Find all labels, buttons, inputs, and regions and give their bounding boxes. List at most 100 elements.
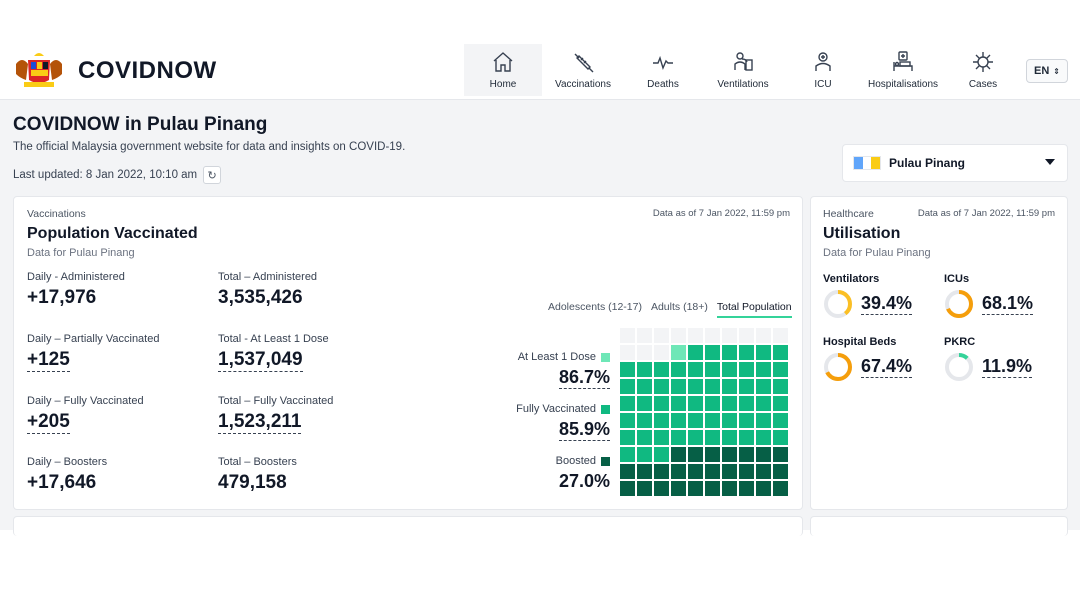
nav-deaths[interactable]: Deaths — [624, 44, 702, 96]
nav-hospitalisations[interactable]: Hospitalisations — [862, 44, 944, 96]
waffle-cell — [671, 328, 686, 343]
waffle-cell — [739, 430, 754, 445]
waffle-cell — [620, 362, 635, 377]
penang-flag-icon — [853, 156, 881, 170]
waffle-cell — [722, 430, 737, 445]
waffle-cell — [654, 362, 669, 377]
waffle-cell — [756, 413, 771, 428]
state-select[interactable]: Pulau Pinang — [842, 144, 1068, 182]
language-select[interactable]: EN ⇕ — [1026, 59, 1068, 83]
stat-value[interactable]: +125 — [27, 349, 70, 372]
waffle-cell — [688, 430, 703, 445]
last-updated: Last updated: 8 Jan 2022, 10:10 am ↻ — [13, 166, 222, 184]
waffle-cell — [637, 345, 652, 360]
stat-label: Total – Boosters — [218, 456, 297, 468]
refresh-icon[interactable]: ↻ — [203, 166, 222, 184]
legend-at-least-1-dose: At Least 1 Dose 86.7% — [518, 351, 610, 389]
page-title: COVIDNOW in Pulau Pinang — [13, 114, 268, 135]
waffle-cell — [620, 447, 635, 462]
waffle-cell — [773, 362, 788, 377]
stat-label: Daily – Fully Vaccinated — [27, 395, 144, 407]
updown-arrows-icon: ⇕ — [1053, 66, 1060, 76]
stat-value[interactable]: +205 — [27, 411, 70, 434]
nav-home[interactable]: Home — [464, 44, 542, 96]
waffle-cell — [620, 396, 635, 411]
stat-daily-administered: Daily - Administered +17,976 — [27, 271, 125, 309]
legend-value: 27.0% — [558, 471, 610, 491]
nav-ventilations[interactable]: Ventilations — [702, 44, 784, 96]
waffle-cell — [722, 396, 737, 411]
waffle-cell — [654, 345, 669, 360]
legend-value[interactable]: 85.9% — [558, 419, 610, 441]
legend-swatch — [601, 456, 610, 466]
next-side-card-placeholder — [810, 516, 1068, 536]
brand-title[interactable]: COVIDNOW — [78, 57, 217, 84]
waffle-cell — [705, 362, 720, 377]
util-label: ICUs — [944, 273, 970, 285]
waffle-cell — [773, 447, 788, 462]
util-value[interactable]: 11.9% — [982, 356, 1033, 378]
nav-label-home: Home — [489, 79, 517, 90]
nav-vaccinations[interactable]: Vaccinations — [542, 44, 624, 96]
util-ventilators: Ventilators 39.4% — [823, 273, 913, 319]
waffle-cell — [739, 396, 754, 411]
waffle-cell — [620, 430, 635, 445]
waffle-cell — [773, 345, 788, 360]
legend-fully-vaccinated: Fully Vaccinated 85.9% — [516, 403, 610, 441]
stat-total-boosters: Total – Boosters 479,158 — [218, 456, 297, 494]
nav-cases[interactable]: Cases — [944, 44, 1022, 96]
waffle-cell — [671, 379, 686, 394]
waffle-cell — [705, 396, 720, 411]
waffle-cell — [739, 413, 754, 428]
waffle-cell — [739, 328, 754, 343]
waffle-cell — [688, 464, 703, 479]
pkrc-ring-gauge — [945, 353, 973, 381]
healthcare-title: Utilisation — [823, 225, 901, 242]
language-value: EN — [1034, 65, 1050, 77]
waffle-cell — [654, 447, 669, 462]
stat-label: Daily - Administered — [27, 271, 125, 283]
nav-label-icu: ICU — [814, 79, 832, 90]
waffle-cell — [637, 464, 652, 479]
tab-adults[interactable]: Adults (18+) — [650, 301, 708, 313]
waffle-cell — [705, 430, 720, 445]
waffle-cell — [739, 464, 754, 479]
legend-label: Fully Vaccinated — [516, 403, 596, 415]
util-value[interactable]: 67.4% — [861, 356, 913, 378]
waffle-cell — [705, 379, 720, 394]
stat-value: 479,158 — [218, 472, 287, 493]
page-subtitle: The official Malaysia government website… — [13, 141, 406, 153]
waffle-cell — [671, 430, 686, 445]
waffle-cell — [773, 413, 788, 428]
waffle-cell — [739, 379, 754, 394]
tab-adolescents[interactable]: Adolescents (12-17) — [548, 301, 642, 313]
virus-icon — [973, 52, 993, 72]
healthcare-eyebrow: Healthcare — [823, 208, 874, 220]
waffle-cell — [688, 362, 703, 377]
waffle-cell — [654, 464, 669, 479]
stat-total-at-least-1-dose: Total - At Least 1 Dose 1,537,049 — [218, 333, 329, 372]
waffle-cell — [637, 396, 652, 411]
util-label: Ventilators — [823, 273, 880, 285]
waffle-cell — [773, 396, 788, 411]
waffle-cell — [722, 481, 737, 496]
nav-icu[interactable]: ICU — [784, 44, 862, 96]
stat-label: Daily – Boosters — [27, 456, 108, 468]
stat-label: Total - At Least 1 Dose — [218, 333, 329, 345]
waffle-cell — [773, 464, 788, 479]
tab-total-population[interactable]: Total Population — [716, 301, 792, 318]
waffle-cell — [637, 447, 652, 462]
main-content: COVIDNOW in Pulau Pinang The official Ma… — [0, 100, 1080, 536]
waffle-cell — [671, 413, 686, 428]
waffle-cell — [739, 447, 754, 462]
ring-track — [945, 353, 973, 381]
util-value[interactable]: 68.1% — [982, 293, 1034, 315]
legend-value[interactable]: 86.7% — [558, 367, 610, 389]
waffle-cell — [739, 481, 754, 496]
stat-value[interactable]: 1,523,211 — [218, 411, 302, 434]
util-label: Hospital Beds — [823, 336, 897, 348]
util-value[interactable]: 39.4% — [861, 293, 913, 315]
stat-value[interactable]: 1,537,049 — [218, 349, 303, 372]
waffle-cell — [654, 430, 669, 445]
legend-label: Boosted — [555, 455, 596, 467]
